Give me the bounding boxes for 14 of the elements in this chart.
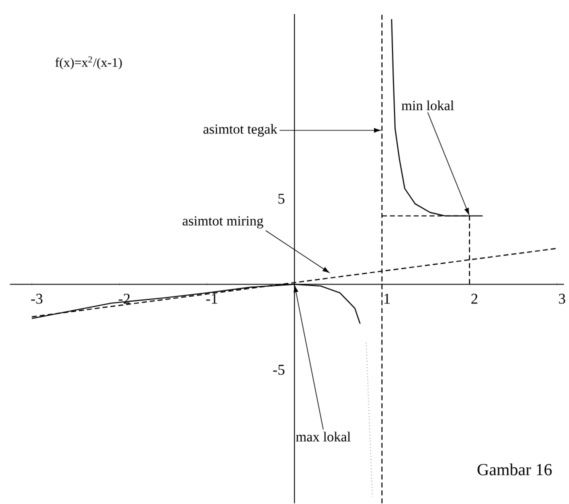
x-tick-label: 1	[384, 294, 390, 304]
x-tick-label: 2	[471, 294, 478, 304]
x-tick-label: 3	[558, 294, 566, 304]
annotation: asimtot miring	[182, 216, 264, 228]
annotation: Gambar 16	[478, 464, 552, 476]
x-tick-label: -2	[118, 294, 130, 304]
x-tick-label: -3	[31, 294, 42, 304]
x-tick-label: -1	[206, 294, 218, 304]
y-tick-label: -5	[273, 364, 284, 375]
annotation: max lokal	[296, 432, 351, 442]
annotation: min lokal	[402, 100, 454, 110]
y-tick-label: 5	[278, 194, 284, 204]
annotation: asimtot tegak	[203, 124, 278, 137]
text: f(x)=x$^{2}$/(x-1)	[55, 56, 122, 70]
